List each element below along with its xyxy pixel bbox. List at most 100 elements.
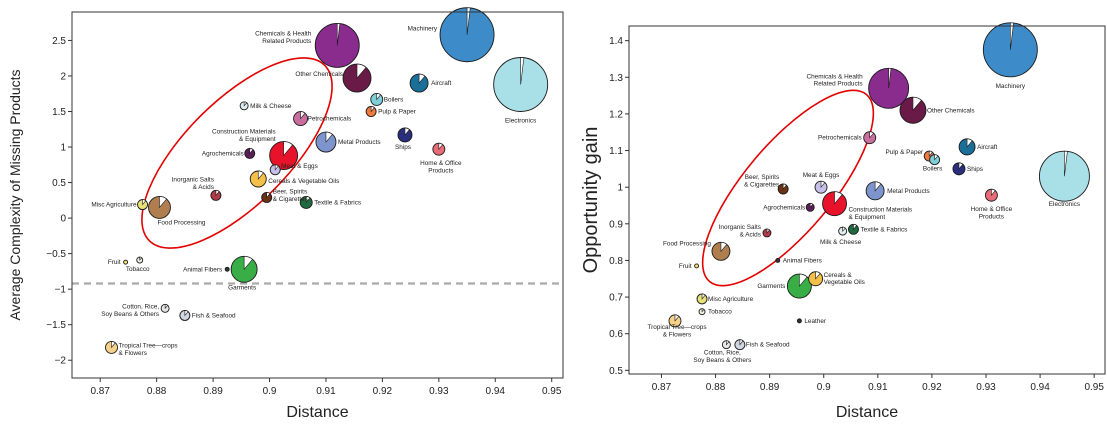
right-point-label-line: Inorganic Salts — [719, 224, 761, 231]
left-data-point[interactable] — [105, 340, 118, 354]
right-data-point[interactable] — [734, 339, 746, 351]
right-point-label-line: Animal Fibers — [783, 257, 822, 264]
right-data-point[interactable] — [868, 67, 910, 109]
right-data-point[interactable] — [721, 340, 731, 350]
right-data-point[interactable] — [805, 202, 815, 212]
right-point-label-line: Other Chemicals — [927, 107, 975, 114]
left-point-bubble — [224, 266, 230, 272]
left-data-point[interactable] — [314, 22, 360, 68]
right-data-point[interactable] — [698, 308, 706, 316]
right-point-label: Pulp & Paper — [886, 149, 925, 156]
right-point-label-line: Textile & Fabrics — [860, 226, 907, 233]
right-point-bubble — [694, 263, 700, 269]
right-point-label-line: & Cigarettes — [744, 181, 779, 188]
right-point-wedge — [726, 340, 730, 346]
left-point-wedge — [184, 310, 189, 317]
right-point-label-line: Agrochemicals — [763, 204, 805, 211]
left-point-label-line: Textile & Fabrics — [314, 199, 361, 206]
left-data-point[interactable] — [269, 164, 281, 176]
left-data-point[interactable] — [249, 170, 267, 188]
right-point-label: Cereals & Vegetable Oils — [824, 272, 865, 286]
right-data-point[interactable] — [814, 180, 828, 194]
right-data-point[interactable] — [711, 241, 731, 261]
left-point-label: Aircraft — [431, 80, 451, 87]
left-data-point[interactable] — [493, 57, 549, 112]
left-point-label-line: Other Chemicals — [295, 71, 343, 78]
left-data-point[interactable] — [299, 196, 313, 209]
right-point-label-line: Petrochemicals — [818, 135, 862, 142]
right-point-wedge — [966, 138, 973, 148]
right-data-point[interactable] — [984, 188, 998, 202]
left-data-point[interactable] — [293, 111, 309, 127]
right-data-point[interactable] — [796, 318, 802, 324]
left-data-point[interactable] — [365, 106, 377, 117]
left-data-point[interactable] — [148, 195, 171, 219]
right-data-point[interactable] — [696, 293, 708, 305]
left-data-point[interactable] — [409, 73, 429, 93]
left-point-label: Ships — [395, 144, 411, 151]
right-point-label: Fish & Seafood — [746, 342, 790, 349]
right-data-point[interactable] — [899, 96, 927, 124]
left-point-label: Other Chemicals — [295, 71, 343, 78]
right-data-point[interactable] — [1038, 150, 1090, 202]
right-data-point[interactable] — [668, 314, 682, 328]
right-data-point[interactable] — [775, 257, 781, 263]
left-data-point[interactable] — [432, 142, 446, 156]
right-data-point[interactable] — [838, 226, 848, 236]
right-data-point[interactable] — [958, 138, 976, 156]
right-data-point[interactable] — [694, 263, 700, 269]
right-data-point[interactable] — [863, 131, 877, 145]
right-point-label: Milk & Cheese — [820, 239, 862, 246]
left-data-point[interactable] — [160, 303, 170, 313]
left-point-label: Meat & Eggs — [281, 163, 318, 170]
right-point-label-line: Cereals & — [824, 272, 853, 279]
left-data-point[interactable] — [230, 255, 258, 283]
left-point-label: Petrochemicals — [308, 116, 352, 123]
left-point-label: Cereals & Vegetable Oils — [268, 178, 339, 185]
right-point-wedge — [820, 180, 826, 189]
left-data-point[interactable] — [137, 199, 148, 211]
right-y-tick-label: 1.1 — [609, 146, 623, 157]
left-data-point[interactable] — [315, 131, 337, 153]
left-data-point[interactable] — [210, 189, 222, 201]
right-point-label-line: Ships — [967, 166, 983, 173]
left-y-tick-label: −1 — [55, 285, 67, 296]
left-data-point[interactable] — [261, 192, 273, 203]
left-data-point[interactable] — [397, 127, 413, 143]
left-data-point[interactable] — [224, 266, 230, 272]
left-point-label-line: Cereals & Vegetable Oils — [268, 178, 339, 185]
left-point-label-line: Metal Products — [338, 139, 381, 146]
left-data-point[interactable] — [239, 101, 249, 111]
left-data-point[interactable] — [136, 256, 144, 264]
right-data-point[interactable] — [777, 183, 789, 195]
left-data-point[interactable] — [342, 63, 372, 93]
right-data-point[interactable] — [982, 22, 1038, 78]
left-data-point[interactable] — [244, 147, 256, 159]
right-data-point[interactable] — [762, 228, 772, 238]
right-data-point[interactable] — [865, 181, 885, 201]
right-data-point[interactable] — [952, 162, 966, 176]
left-y-tick-label: −1.5 — [46, 320, 66, 331]
right-point-label-line: Vegetable Oils — [824, 279, 865, 286]
right-data-point[interactable] — [929, 154, 941, 166]
right-x-axis-title: Distance — [836, 404, 898, 421]
left-point-label-line: Related Products — [262, 38, 311, 45]
left-point-label: Chemicals & Health Related Products — [255, 30, 312, 44]
left-data-point[interactable] — [439, 7, 495, 63]
right-data-point[interactable] — [822, 191, 847, 217]
left-point-wedge — [266, 192, 271, 199]
left-point-label-line: Beer, Spirits — [273, 188, 307, 195]
right-highlight-ellipse — [701, 89, 875, 287]
right-point-wedge — [842, 226, 846, 232]
right-point-wedge — [934, 154, 939, 161]
left-data-point[interactable] — [123, 259, 129, 265]
left-data-point[interactable] — [370, 92, 384, 106]
right-data-point[interactable] — [848, 223, 859, 235]
left-data-point[interactable] — [179, 310, 191, 321]
right-data-point[interactable] — [786, 273, 812, 299]
right-point-label-line: Home & Office — [971, 206, 1013, 213]
right-data-point[interactable] — [808, 271, 824, 287]
left-point-label: Pulp & Paper — [378, 108, 417, 115]
left-data-point[interactable] — [269, 141, 299, 171]
left-point-label-line: Soy Beans & Others — [101, 311, 159, 318]
